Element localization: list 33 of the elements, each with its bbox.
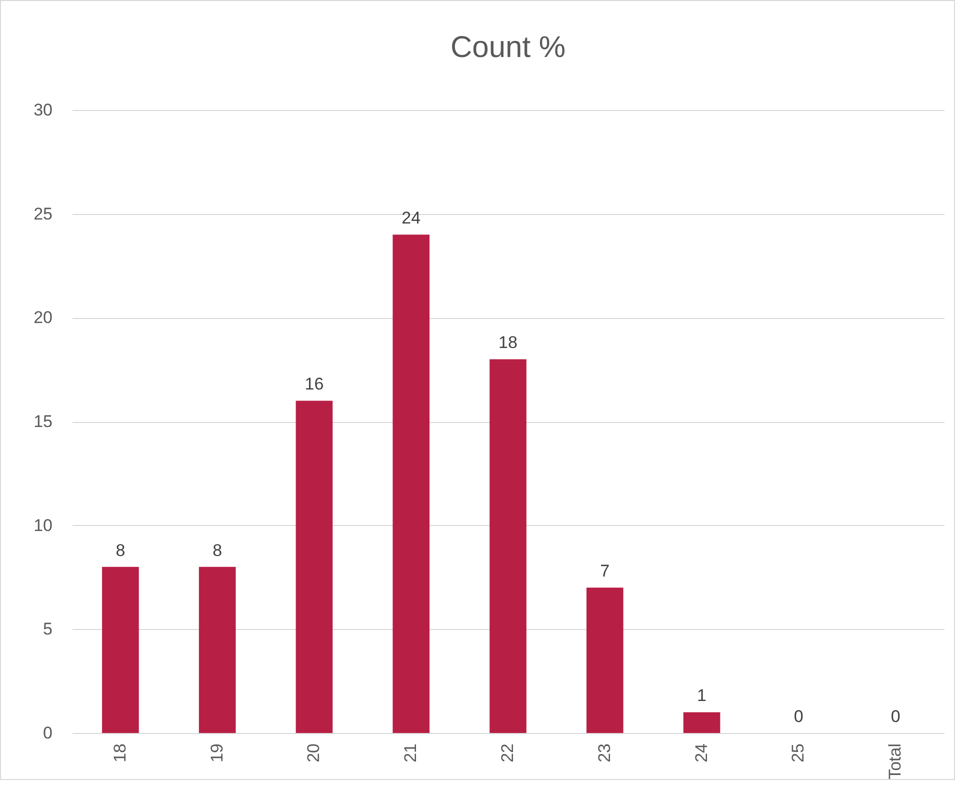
data-label: 8 bbox=[212, 540, 222, 560]
data-label: 1 bbox=[697, 686, 707, 706]
x-tick-label: Total bbox=[886, 744, 905, 780]
chart-title: Count % bbox=[450, 31, 566, 64]
bar bbox=[586, 588, 624, 733]
x-tick-label: 24 bbox=[692, 744, 711, 762]
x-tick-label: 25 bbox=[788, 744, 808, 762]
y-tick-label: 0 bbox=[43, 724, 52, 742]
y-tick-label: 5 bbox=[43, 620, 52, 639]
x-tick-label: 19 bbox=[207, 744, 226, 762]
y-tick-label: 20 bbox=[34, 308, 52, 328]
bar bbox=[296, 400, 333, 733]
x-tick-label: 23 bbox=[594, 744, 614, 762]
bar bbox=[392, 234, 430, 733]
data-label: 8 bbox=[116, 540, 126, 560]
bar bbox=[683, 712, 720, 733]
data-label: 16 bbox=[304, 374, 324, 394]
y-tick-label: 15 bbox=[34, 412, 52, 431]
data-label: 0 bbox=[794, 707, 804, 726]
y-tick-label: 10 bbox=[34, 516, 52, 535]
x-tick-label: 20 bbox=[304, 744, 324, 762]
bar bbox=[490, 359, 526, 733]
y-tick-label: 30 bbox=[34, 100, 52, 120]
data-label: 0 bbox=[890, 707, 900, 726]
x-tick-label: 18 bbox=[110, 744, 130, 762]
data-label: 18 bbox=[498, 333, 518, 352]
bar bbox=[102, 566, 139, 733]
x-tick-label: 22 bbox=[498, 744, 517, 762]
bar bbox=[198, 566, 236, 733]
data-label: 24 bbox=[402, 208, 421, 228]
y-tick-label: 25 bbox=[34, 204, 52, 224]
data-label: 7 bbox=[600, 562, 610, 581]
x-tick-label: 21 bbox=[401, 744, 420, 762]
